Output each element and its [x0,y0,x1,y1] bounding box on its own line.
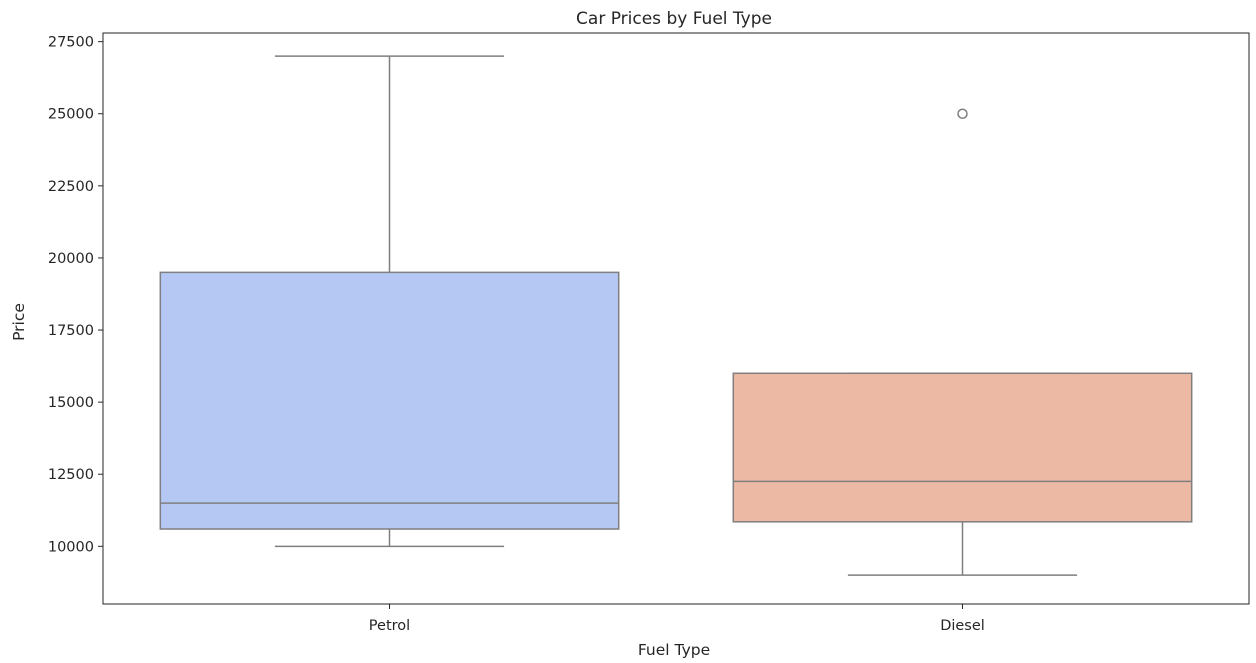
outlier-point [957,108,968,119]
y-tick-label: 17500 [48,323,94,339]
y-tick-label: 20000 [48,251,94,267]
y-tick-label: 27500 [48,35,94,51]
x-tick-label: Diesel [940,618,985,634]
box-petrol [159,55,620,548]
plot-frame [102,32,1250,605]
iqr-box [159,271,620,530]
y-tick-label: 25000 [48,107,94,123]
box-plot-boxes [159,55,1193,576]
chart-title: Car Prices by Fuel Type [576,9,772,29]
x-axis-label: Fuel Type [638,641,710,659]
y-tick-label: 10000 [48,539,94,555]
y-tick-label: 22500 [48,179,94,195]
iqr-box [732,372,1193,523]
y-tick-label: 12500 [48,467,94,483]
y-tick-label: 15000 [48,395,94,411]
x-tick-label: Petrol [369,618,410,634]
x-axis: Petrol Diesel [369,604,985,634]
y-axis: 10000 12500 15000 17500 20000 22500 25000 27500 [48,35,103,555]
y-axis-label: Price [10,303,28,341]
box-diesel [732,108,1193,576]
